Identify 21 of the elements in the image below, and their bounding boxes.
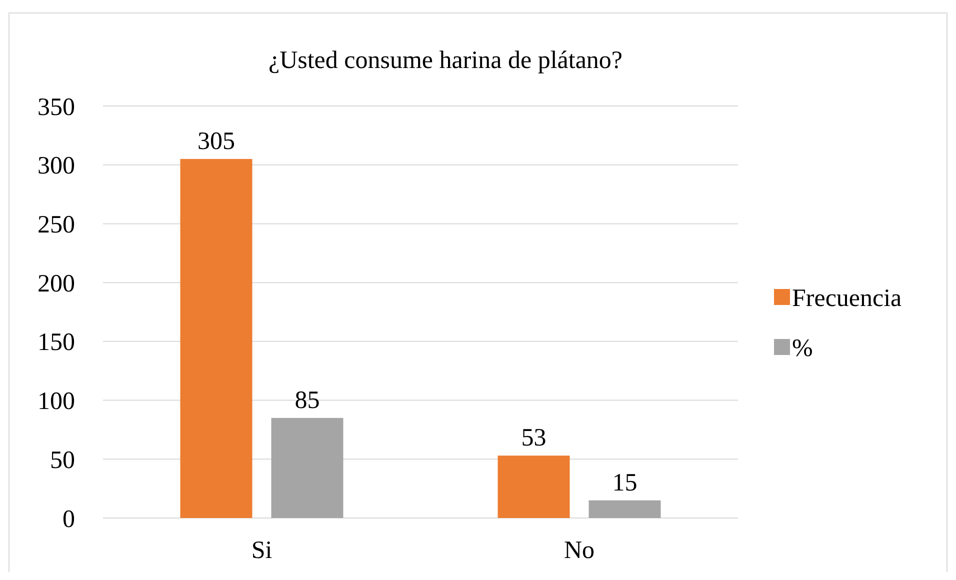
data-label: 15 <box>612 469 638 496</box>
chart-title: ¿Usted consume harina de plátano? <box>268 47 623 74</box>
y-tick-label: 150 <box>38 329 75 356</box>
x-tick-label: Si <box>251 537 272 564</box>
y-tick-label: 300 <box>38 152 75 180</box>
data-label: 85 <box>294 386 320 414</box>
x-tick-label: No <box>564 537 595 564</box>
y-tick-label: 250 <box>38 211 75 238</box>
y-tick-label: 350 <box>38 94 75 121</box>
legend-label: % <box>792 334 813 362</box>
y-tick-label: 100 <box>38 388 75 416</box>
y-tick-label: 200 <box>38 270 75 298</box>
data-label: 305 <box>198 128 235 155</box>
data-label: 53 <box>521 424 546 452</box>
y-tick-label: 50 <box>50 446 75 474</box>
bar <box>498 456 570 518</box>
legend-label: Frecuencia <box>792 284 902 312</box>
y-tick-label: 0 <box>62 506 75 533</box>
bar <box>180 158 252 518</box>
bar <box>271 418 344 518</box>
bar <box>588 500 661 518</box>
